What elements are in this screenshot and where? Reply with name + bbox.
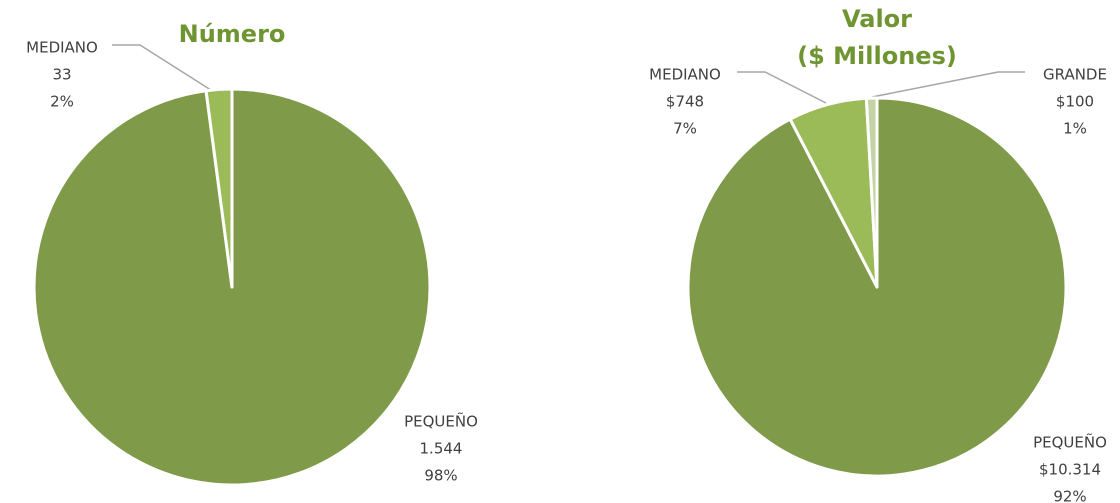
pie-slice xyxy=(204,87,234,289)
category-label: MEDIANO xyxy=(26,39,98,57)
category-label: GRANDE xyxy=(1043,66,1107,84)
category-label: MEDIANO xyxy=(649,66,721,84)
value-label: $10.314 xyxy=(1039,461,1101,479)
value-label: 1.544 xyxy=(420,440,463,458)
value-label: 33 xyxy=(52,66,71,84)
percent-label: 92% xyxy=(1053,488,1086,503)
category-label: PEQUEÑO xyxy=(1033,433,1107,452)
leader-line xyxy=(737,71,827,104)
percent-label: 2% xyxy=(50,93,74,111)
value-label: $100 xyxy=(1056,93,1094,111)
percent-label: 7% xyxy=(673,120,697,138)
percent-label: 98% xyxy=(424,467,457,485)
category-label: PEQUEÑO xyxy=(404,412,478,431)
chart-subtitle: ($ Millones) xyxy=(797,42,957,70)
chart-title: Valor xyxy=(842,5,912,33)
percent-label: 1% xyxy=(1063,120,1087,138)
pie-slice xyxy=(864,96,879,289)
value-label: $748 xyxy=(666,93,704,111)
leader-line xyxy=(112,44,215,93)
chart-title: Número xyxy=(179,20,286,48)
leader-line xyxy=(871,71,1025,98)
